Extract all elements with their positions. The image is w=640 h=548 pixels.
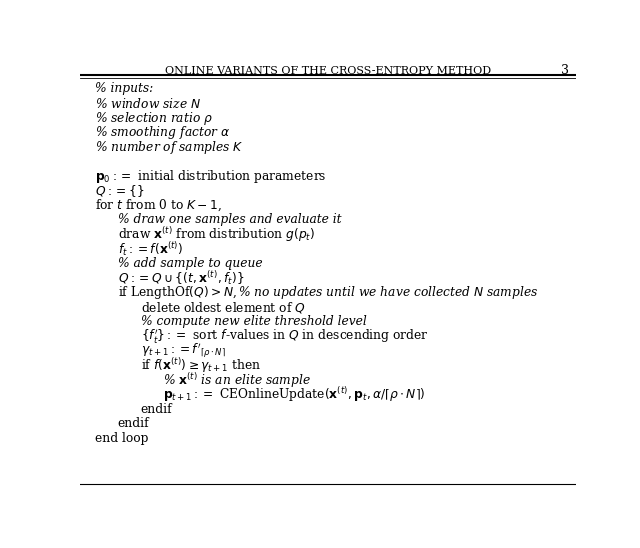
Text: % window size $N$: % window size $N$ (95, 96, 201, 111)
Text: $\mathbf{p}_0 :=$ initial distribution parameters: $\mathbf{p}_0 :=$ initial distribution p… (95, 168, 326, 185)
Text: $Q := \{\}$: $Q := \{\}$ (95, 183, 145, 199)
Text: % number of samples $K$: % number of samples $K$ (95, 139, 244, 156)
Text: % selection ratio $\rho$: % selection ratio $\rho$ (95, 110, 213, 127)
Text: % compute new elite threshold level: % compute new elite threshold level (141, 316, 366, 328)
Text: % draw one samples and evaluate it: % draw one samples and evaluate it (118, 214, 341, 226)
Text: if $f(\mathbf{x}^{(t)}) \geq \gamma_{t+1}$ then: if $f(\mathbf{x}^{(t)}) \geq \gamma_{t+1… (141, 356, 260, 375)
Text: $\{f_t'\} :=$ sort $f$-values in $Q$ in descending order: $\{f_t'\} :=$ sort $f$-values in $Q$ in … (141, 328, 428, 345)
Text: end loop: end loop (95, 432, 148, 445)
Text: if LengthOf$(Q)> N$,: if LengthOf$(Q)> N$, (118, 284, 238, 301)
Text: draw $\mathbf{x}^{(t)}$ from distribution $g(p_t)$: draw $\mathbf{x}^{(t)}$ from distributio… (118, 225, 315, 244)
Text: % add sample to queue: % add sample to queue (118, 257, 262, 270)
Text: $\gamma_{t+1} := f'_{\lceil \rho \cdot N \rceil}$: $\gamma_{t+1} := f'_{\lceil \rho \cdot N… (141, 342, 225, 360)
Text: ONLINE VARIANTS OF THE CROSS-ENTROPY METHOD: ONLINE VARIANTS OF THE CROSS-ENTROPY MET… (165, 66, 491, 76)
Text: endif: endif (141, 403, 172, 416)
Text: % $\mathbf{x}^{(t)}$ is an elite sample: % $\mathbf{x}^{(t)}$ is an elite sample (163, 370, 311, 390)
Text: endif: endif (118, 417, 149, 430)
Text: % smoothing factor $\alpha$: % smoothing factor $\alpha$ (95, 124, 230, 141)
Text: % inputs:: % inputs: (95, 82, 153, 95)
Text: $Q := Q \cup \{(t, \mathbf{x}^{(t)}, f_t)\}$: $Q := Q \cup \{(t, \mathbf{x}^{(t)}, f_t… (118, 269, 244, 287)
Text: delete oldest element of $Q$: delete oldest element of $Q$ (141, 300, 305, 315)
Text: $\mathbf{p}_{t+1} :=$ CEOnlineUpdate$(\mathbf{x}^{(t)}, \mathbf{p}_t, \alpha/\lc: $\mathbf{p}_{t+1} :=$ CEOnlineUpdate$(\m… (163, 385, 426, 404)
Text: $f_t := f(\mathbf{x}^{(t)})$: $f_t := f(\mathbf{x}^{(t)})$ (118, 240, 183, 258)
Text: for $t$ from 0 to $K - 1$,: for $t$ from 0 to $K - 1$, (95, 198, 222, 213)
Text: 3: 3 (561, 64, 568, 77)
Text: % no updates until we have collected $N$ samples: % no updates until we have collected $N$… (238, 284, 538, 301)
